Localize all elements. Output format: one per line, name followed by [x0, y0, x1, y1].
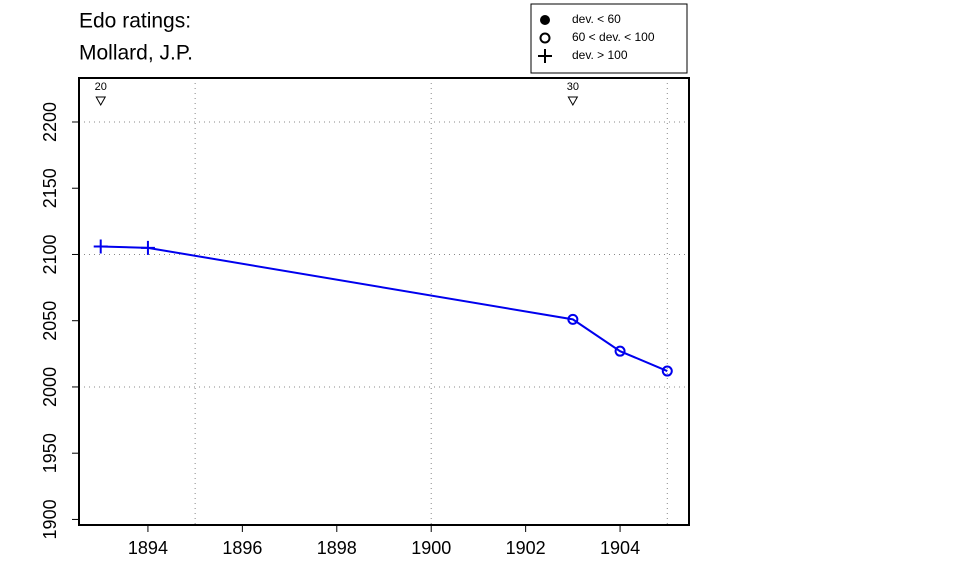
- annotation-marker: [95, 96, 107, 107]
- annotation-label: 30: [567, 81, 579, 93]
- chart-subtitle: Mollard, J.P.: [79, 42, 193, 65]
- y-tick-label: 2000: [40, 367, 60, 407]
- legend-symbol: [538, 49, 552, 63]
- data-point: [140, 240, 155, 255]
- chart-title: Edo ratings:: [79, 10, 191, 33]
- x-tick-label: 1894: [128, 538, 168, 558]
- y-tick-label: 1950: [40, 433, 60, 473]
- x-tick-label: 1896: [222, 538, 262, 558]
- legend-symbol: [540, 15, 550, 25]
- legend-box: [530, 3, 688, 74]
- legend-symbol: [539, 32, 551, 44]
- legend-label: dev. < 60: [572, 12, 621, 26]
- legend-label: dev. > 100: [572, 48, 628, 62]
- y-tick-label: 2200: [40, 102, 60, 142]
- x-tick-label: 1902: [506, 538, 546, 558]
- data-point: [614, 345, 626, 357]
- x-tick-label: 1900: [411, 538, 451, 558]
- data-point: [93, 239, 108, 254]
- y-tick-label: 1900: [40, 499, 60, 539]
- annotation-marker: [567, 96, 579, 107]
- legend-label: 60 < dev. < 100: [572, 30, 655, 44]
- annotation-label: 20: [95, 81, 107, 93]
- series-line: [100, 245, 668, 372]
- plot-frame: [78, 77, 690, 526]
- x-tick-label: 1904: [600, 538, 640, 558]
- data-point: [661, 365, 673, 377]
- y-tick-label: 2100: [40, 234, 60, 274]
- y-tick-label: 2150: [40, 168, 60, 208]
- y-tick-label: 2050: [40, 301, 60, 341]
- x-tick-label: 1898: [317, 538, 357, 558]
- data-point: [567, 313, 579, 325]
